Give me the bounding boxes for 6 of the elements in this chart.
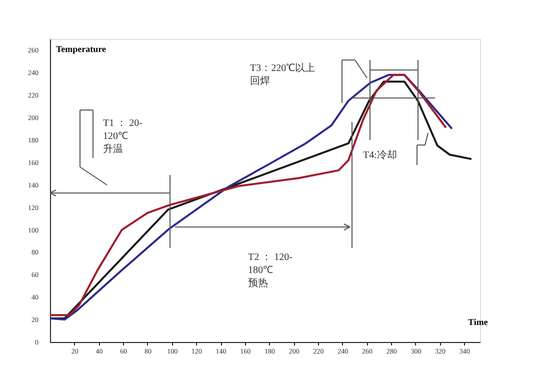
annotation: T4:冷却 <box>363 149 397 161</box>
annotation: T3：220℃以上回焊 <box>250 62 316 87</box>
annotation: T1 ： 20-120℃升温 <box>103 118 142 155</box>
y-axis-title: Temperature <box>56 44 106 54</box>
annotation: T2 ： 120-180℃预热 <box>248 252 292 289</box>
x-axis-title: Time <box>468 317 488 327</box>
